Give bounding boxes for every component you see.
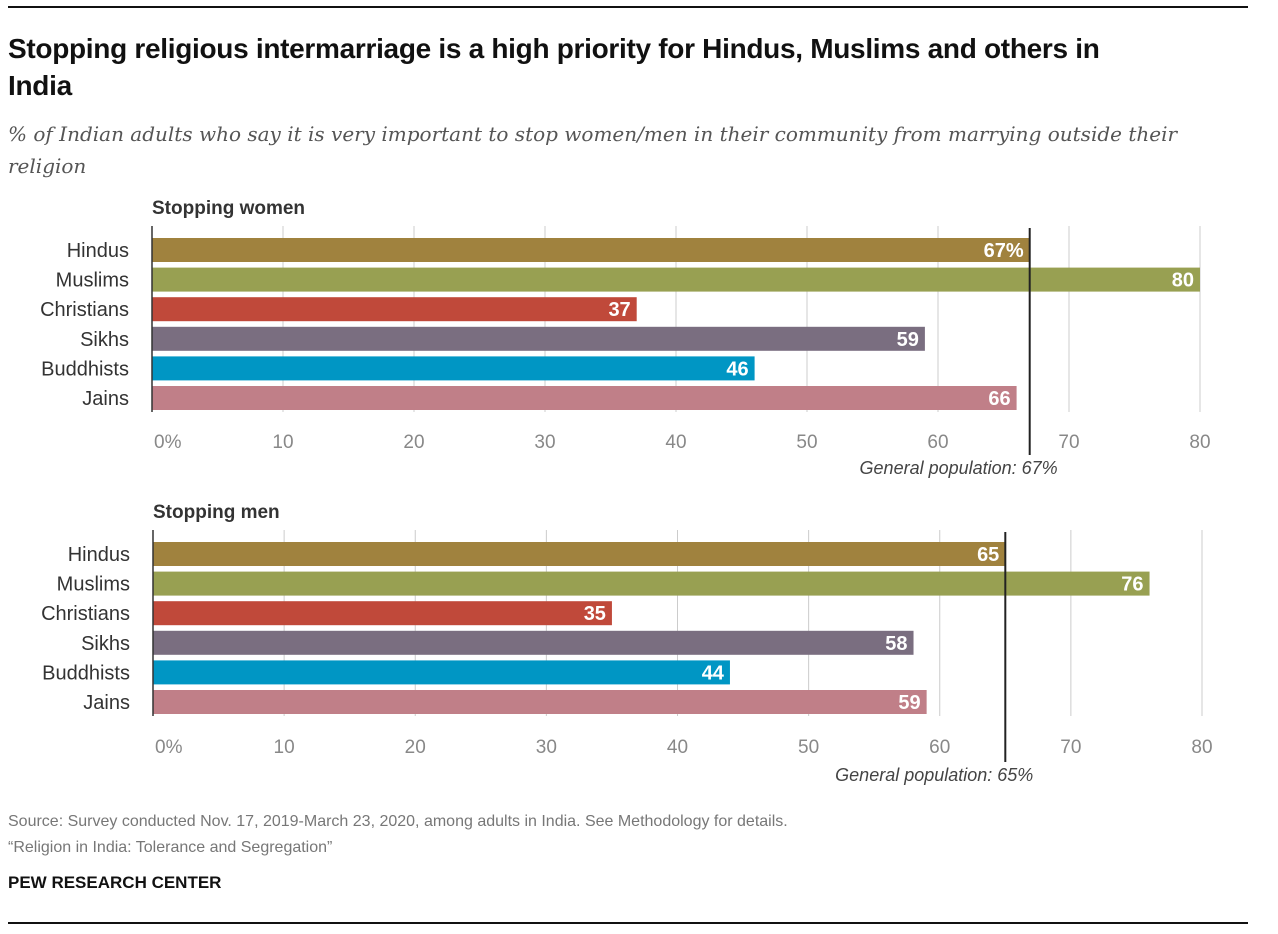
x-tick-label: 40 bbox=[667, 737, 688, 758]
data-label: 59 bbox=[897, 329, 919, 351]
x-tick-label: 0% bbox=[154, 432, 182, 453]
x-tick-label: 40 bbox=[665, 432, 686, 453]
bar-christians bbox=[152, 297, 637, 322]
bar-christians bbox=[153, 601, 612, 626]
x-tick-label: 30 bbox=[536, 737, 557, 758]
data-label: 67% bbox=[984, 240, 1024, 262]
bar-jains bbox=[153, 690, 927, 714]
category-label: Hindus bbox=[67, 240, 129, 262]
x-tick-label: 50 bbox=[796, 432, 817, 453]
x-tick-label: 80 bbox=[1191, 737, 1212, 758]
bar-jains bbox=[152, 386, 1017, 410]
report-title: “Religion in India: Tolerance and Segreg… bbox=[8, 839, 333, 856]
panel-title: Stopping women bbox=[152, 198, 305, 219]
category-label: Buddhists bbox=[41, 358, 129, 380]
category-label: Muslims bbox=[56, 270, 129, 292]
brand-logo: PEW RESEARCH CENTER bbox=[8, 873, 222, 892]
x-tick-label: 20 bbox=[405, 737, 426, 758]
bar-buddhists bbox=[152, 356, 755, 381]
category-label: Hindus bbox=[68, 544, 130, 566]
bar-sikhs bbox=[153, 630, 914, 655]
x-tick-label: 20 bbox=[403, 432, 424, 453]
data-label: 65 bbox=[977, 544, 999, 566]
data-label: 37 bbox=[608, 299, 630, 321]
x-tick-label: 0% bbox=[155, 737, 183, 758]
source-note: Source: Survey conducted Nov. 17, 2019-M… bbox=[8, 809, 788, 861]
category-label: Sikhs bbox=[80, 329, 129, 351]
bar-sikhs bbox=[152, 326, 925, 351]
x-tick-label: 70 bbox=[1060, 737, 1081, 758]
x-tick-label: 50 bbox=[798, 737, 819, 758]
category-label: Jains bbox=[83, 692, 130, 714]
data-label: 66 bbox=[988, 388, 1010, 410]
x-tick-label: 10 bbox=[274, 737, 295, 758]
bar-buddhists bbox=[153, 660, 730, 685]
reference-label: General population: 65% bbox=[835, 765, 1033, 785]
chart-title: Stopping religious intermarriage is a hi… bbox=[8, 33, 1100, 101]
x-tick-label: 80 bbox=[1189, 432, 1210, 453]
bar-hindus bbox=[152, 238, 1030, 262]
data-label: 59 bbox=[898, 692, 920, 714]
bottom-rule bbox=[8, 922, 1248, 924]
category-label: Muslims bbox=[57, 574, 130, 596]
bar-muslims bbox=[152, 267, 1200, 292]
panel-title: Stopping men bbox=[153, 502, 280, 523]
data-label: 76 bbox=[1121, 574, 1143, 596]
data-label: 58 bbox=[885, 633, 907, 655]
x-tick-label: 30 bbox=[534, 432, 555, 453]
x-tick-label: 60 bbox=[929, 737, 950, 758]
category-label: Christians bbox=[40, 299, 129, 321]
category-label: Sikhs bbox=[81, 633, 130, 655]
x-tick-label: 10 bbox=[272, 432, 293, 453]
source-text: Source: Survey conducted Nov. 17, 2019-M… bbox=[8, 813, 788, 830]
x-tick-label: 60 bbox=[927, 432, 948, 453]
bar-hindus bbox=[153, 542, 1006, 566]
category-label: Buddhists bbox=[42, 662, 130, 684]
data-label: 35 bbox=[584, 603, 606, 625]
chart-subtitle: % of Indian adults who say it is very im… bbox=[8, 122, 1178, 178]
bar-muslims bbox=[153, 571, 1150, 596]
data-label: 44 bbox=[702, 662, 725, 684]
reference-label: General population: 67% bbox=[860, 458, 1058, 478]
top-rule bbox=[8, 6, 1248, 8]
data-label: 46 bbox=[726, 358, 748, 380]
x-tick-label: 70 bbox=[1058, 432, 1079, 453]
category-label: Christians bbox=[41, 603, 130, 625]
data-label: 80 bbox=[1172, 270, 1194, 292]
category-label: Jains bbox=[82, 388, 129, 410]
